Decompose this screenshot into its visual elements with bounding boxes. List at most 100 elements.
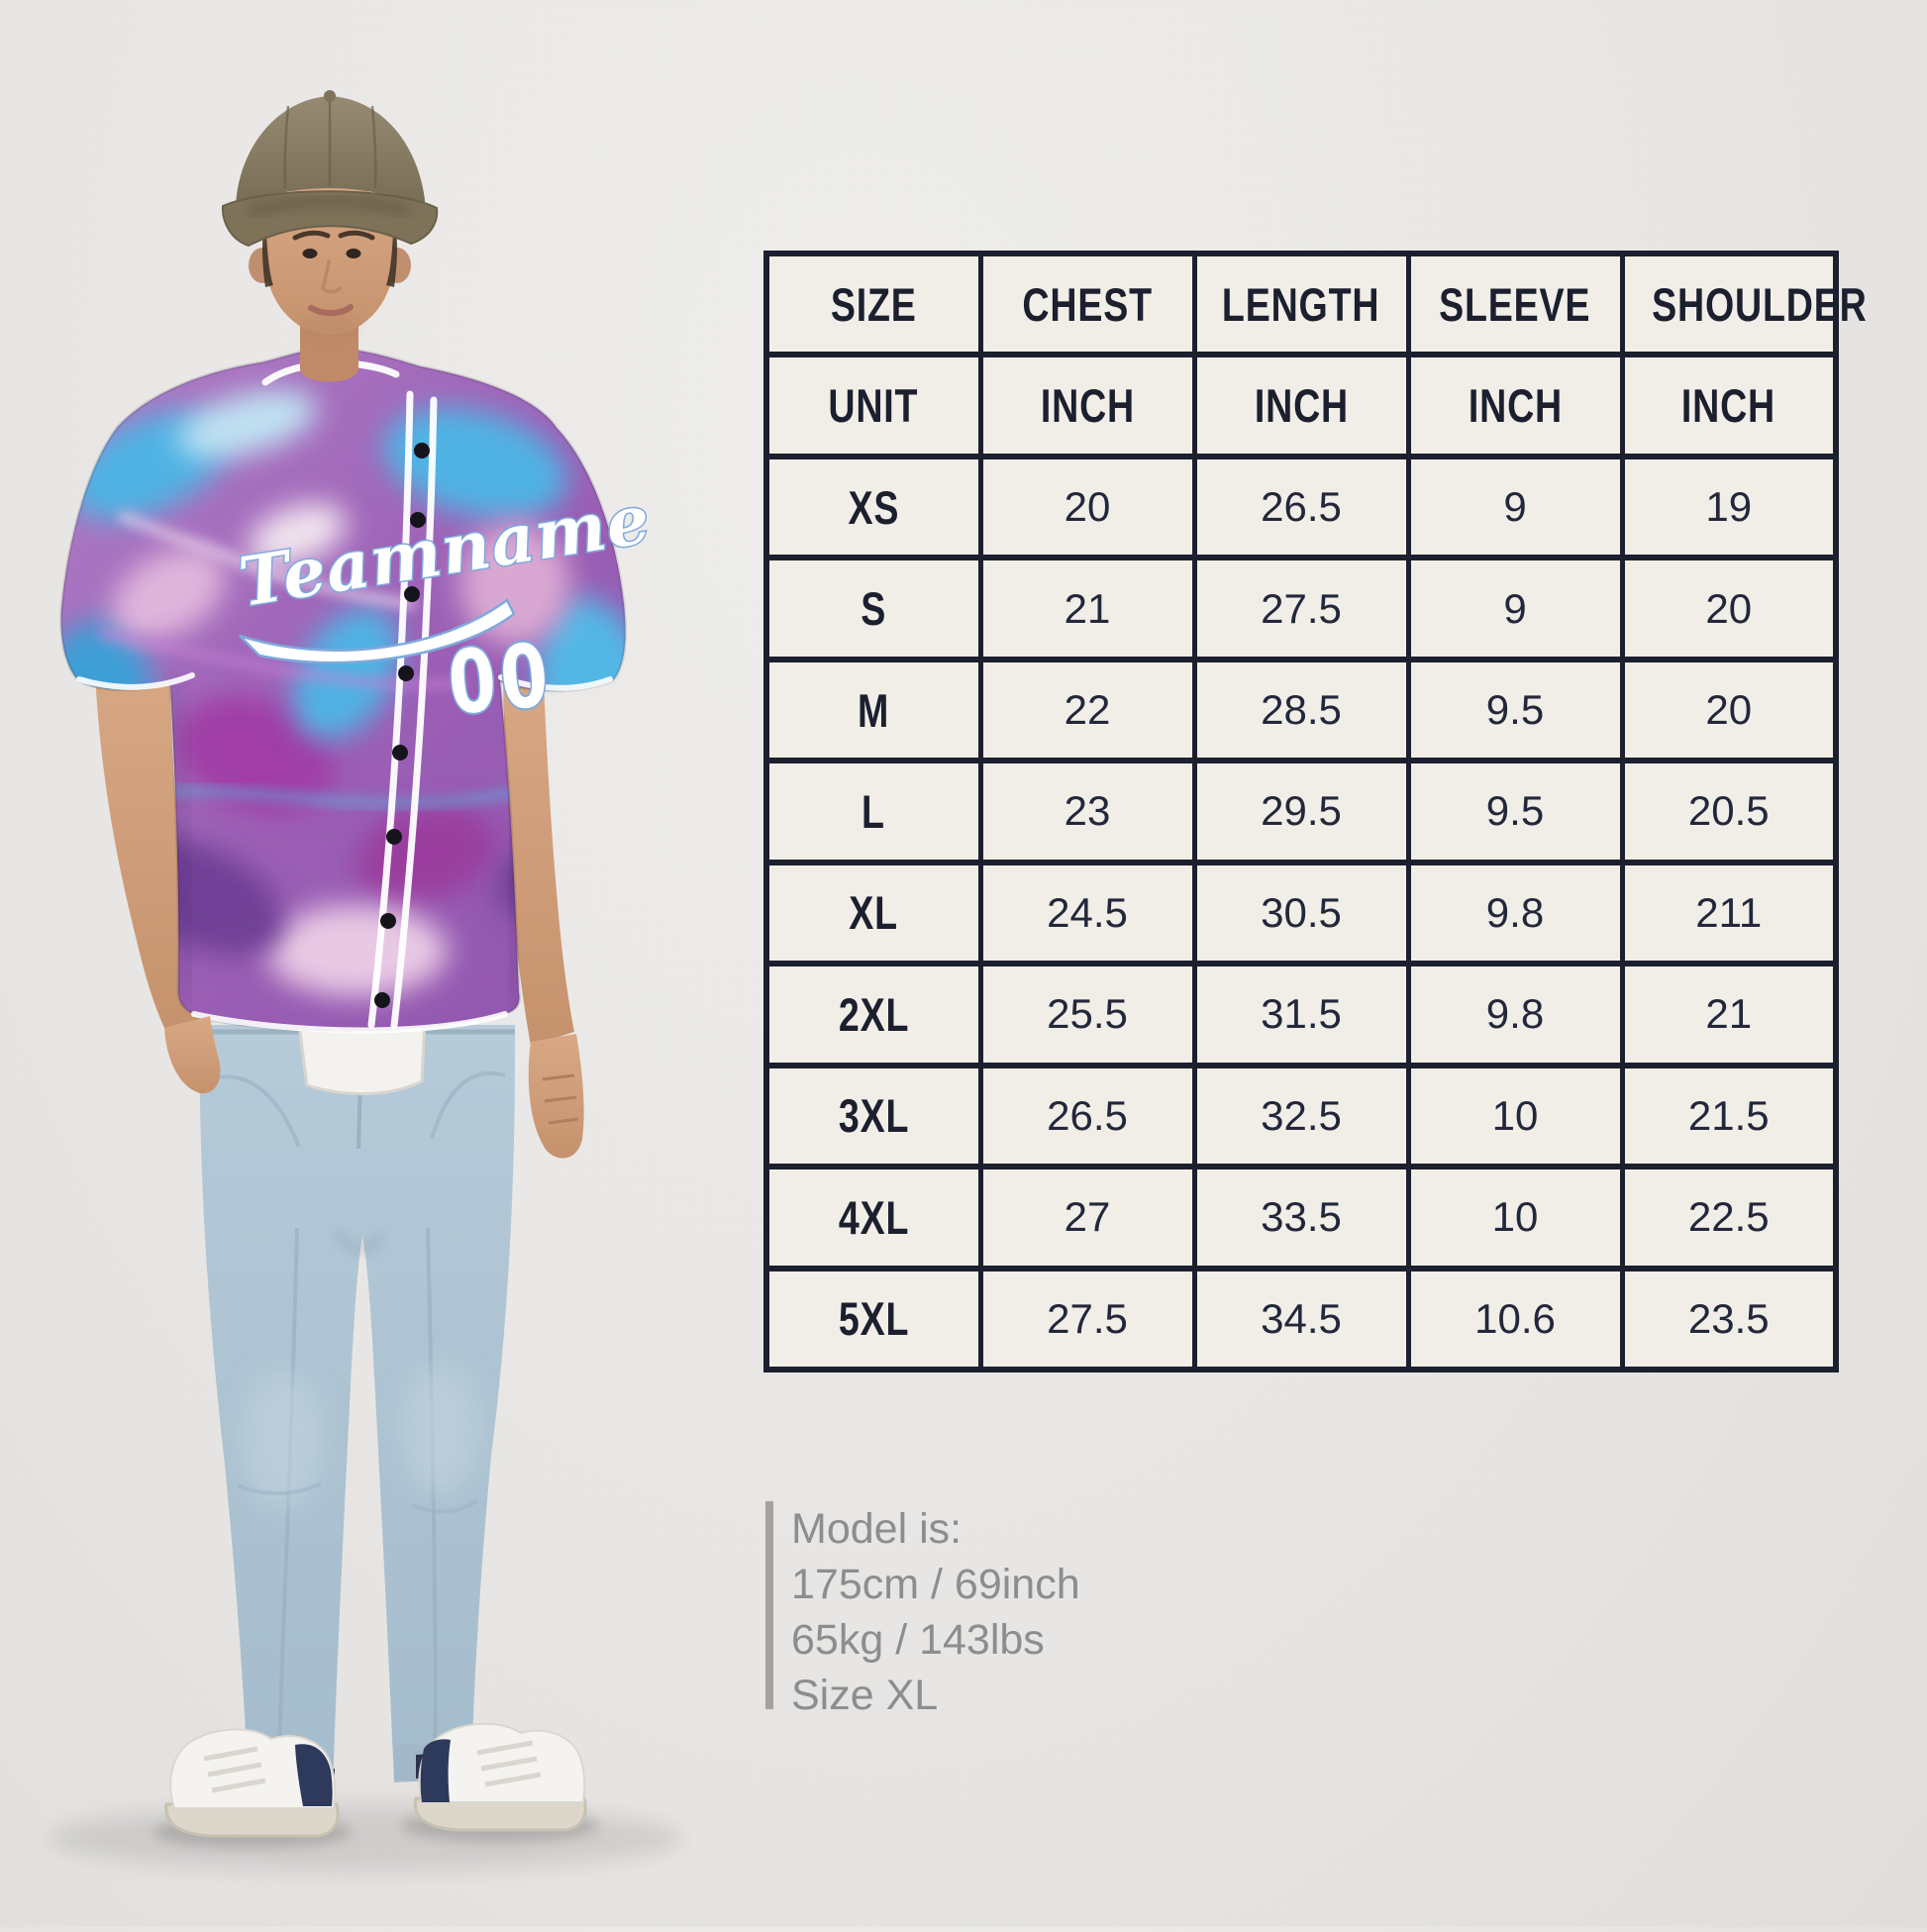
sleeve-cell: 9.8 [1405, 961, 1625, 1068]
length-value: 26.5 [1261, 483, 1342, 531]
length-cell: 26.5 [1191, 453, 1411, 561]
sleeve-value: 9.8 [1485, 888, 1545, 936]
size-cell: 2XL [763, 961, 983, 1068]
size-label: S [861, 582, 887, 636]
unit-cell: INCH [977, 352, 1197, 459]
size-cell: 5XL [763, 1265, 983, 1373]
length-value: 32.5 [1261, 1091, 1342, 1139]
sneakers [164, 1722, 587, 1838]
model-info-block: Model is: 175cm / 69inch 65kg / 143lbs S… [765, 1501, 1080, 1723]
unit-cell: INCH [1619, 352, 1839, 459]
col-header-size: SIZE [763, 250, 983, 358]
sleeve-cell: 10 [1405, 1164, 1625, 1271]
cap [221, 90, 439, 248]
model-info-line: Model is: [791, 1505, 963, 1553]
col-header-label: SLEEVE [1439, 277, 1591, 331]
jersey-number: 00 [445, 624, 557, 734]
model-illustration: Teamname 00 [50, 90, 683, 1872]
length-cell: 32.5 [1191, 1062, 1411, 1170]
table-row-5xl: 5XL 27.5 34.5 10.6 23.5 [763, 1265, 1839, 1373]
size-chart-table: SIZE CHEST LENGTH SLEEVE SHOULDER UNIT I… [763, 250, 1866, 1373]
chest-value: 25.5 [1047, 990, 1128, 1038]
size-label: L [862, 784, 886, 838]
sleeve-cell: 9 [1405, 453, 1625, 561]
sleeve-cell: 10.6 [1405, 1265, 1625, 1373]
sleeve-value: 10 [1491, 1091, 1539, 1139]
col-header-label: CHEST [1022, 277, 1153, 331]
sleeve-value: 9.5 [1485, 686, 1545, 734]
sleeve-value: 9.8 [1485, 990, 1545, 1038]
chest-value: 20 [1064, 483, 1111, 531]
length-cell: 31.5 [1191, 961, 1411, 1068]
hands [164, 1016, 584, 1159]
shoulder-value: 20 [1705, 584, 1753, 632]
size-label: 5XL [838, 1292, 909, 1346]
length-value: 34.5 [1261, 1294, 1342, 1342]
chest-value: 22 [1064, 686, 1111, 734]
chest-value: 27.5 [1047, 1294, 1128, 1342]
chest-value: 23 [1064, 787, 1111, 835]
sleeve-cell: 10 [1405, 1062, 1625, 1170]
model-info-accent-bar [765, 1501, 773, 1709]
shoulder-value: 19 [1705, 483, 1753, 531]
chest-cell: 24.5 [977, 859, 1197, 967]
model-info-line: 65kg / 143lbs [791, 1616, 1045, 1664]
unit-label-cell: UNIT [763, 352, 983, 459]
table-row-3xl: 3XL 26.5 32.5 10 21.5 [763, 1062, 1839, 1170]
length-cell: 30.5 [1191, 859, 1411, 967]
sleeve-cell: 9.5 [1405, 758, 1625, 865]
size-cell: 4XL [763, 1164, 983, 1271]
col-header-chest: CHEST [977, 250, 1197, 358]
col-header-label: LENGTH [1222, 277, 1380, 331]
shoulder-value: 23.5 [1687, 1294, 1770, 1342]
chest-cell: 27.5 [977, 1265, 1197, 1373]
jersey-piping [76, 359, 613, 1034]
table-row-xs: XS 20 26.5 9 19 [763, 453, 1839, 561]
size-label: XS [848, 480, 900, 534]
shoulder-value: 20 [1705, 686, 1753, 734]
length-value: 30.5 [1261, 888, 1342, 936]
shoulder-cell: 20 [1619, 555, 1839, 662]
unit-value: INCH [1040, 379, 1135, 433]
unit-cell: INCH [1191, 352, 1411, 459]
chest-value: 26.5 [1047, 1091, 1128, 1139]
chest-cell: 25.5 [977, 961, 1197, 1068]
shoulder-cell: 20 [1619, 656, 1839, 764]
sleeve-value: 10 [1491, 1193, 1539, 1241]
sleeve-cell: 9 [1405, 555, 1625, 662]
size-label: 4XL [838, 1190, 909, 1244]
chest-cell: 27 [977, 1164, 1197, 1271]
sleeve-cell: 9.5 [1405, 656, 1625, 764]
length-value: 31.5 [1261, 990, 1342, 1038]
model-info-lines: Model is: 175cm / 69inch 65kg / 143lbs S… [791, 1501, 1080, 1723]
shoulder-cell: 20.5 [1619, 758, 1839, 865]
sleeve-value: 10.6 [1474, 1294, 1556, 1342]
col-header-sleeve: SLEEVE [1405, 250, 1625, 358]
table-row-2xl: 2XL 25.5 31.5 9.8 21 [763, 961, 1839, 1068]
shoulder-value: 21 [1705, 990, 1753, 1038]
shoulder-value: 22.5 [1687, 1193, 1770, 1241]
size-cell: S [763, 555, 983, 662]
jeans [199, 1025, 516, 1790]
length-cell: 29.5 [1191, 758, 1411, 865]
col-header-label: SHOULDER [1651, 277, 1868, 331]
unit-label: UNIT [828, 379, 919, 433]
size-cell: 3XL [763, 1062, 983, 1170]
chest-cell: 21 [977, 555, 1197, 662]
chest-cell: 22 [977, 656, 1197, 764]
chest-cell: 23 [977, 758, 1197, 865]
head [221, 90, 439, 382]
length-cell: 33.5 [1191, 1164, 1411, 1271]
length-cell: 27.5 [1191, 555, 1411, 662]
length-value: 29.5 [1261, 787, 1342, 835]
shoulder-cell: 21 [1619, 961, 1839, 1068]
unit-value: INCH [1468, 379, 1563, 433]
length-value: 28.5 [1261, 686, 1342, 734]
size-cell: L [763, 758, 983, 865]
col-header-label: SIZE [830, 277, 917, 331]
col-header-shoulder: SHOULDER [1619, 250, 1866, 358]
unit-cell: INCH [1405, 352, 1625, 459]
table-row-4xl: 4XL 27 33.5 10 22.5 [763, 1164, 1839, 1271]
size-cell: M [763, 656, 983, 764]
model-info-line: 175cm / 69inch [791, 1561, 1080, 1608]
